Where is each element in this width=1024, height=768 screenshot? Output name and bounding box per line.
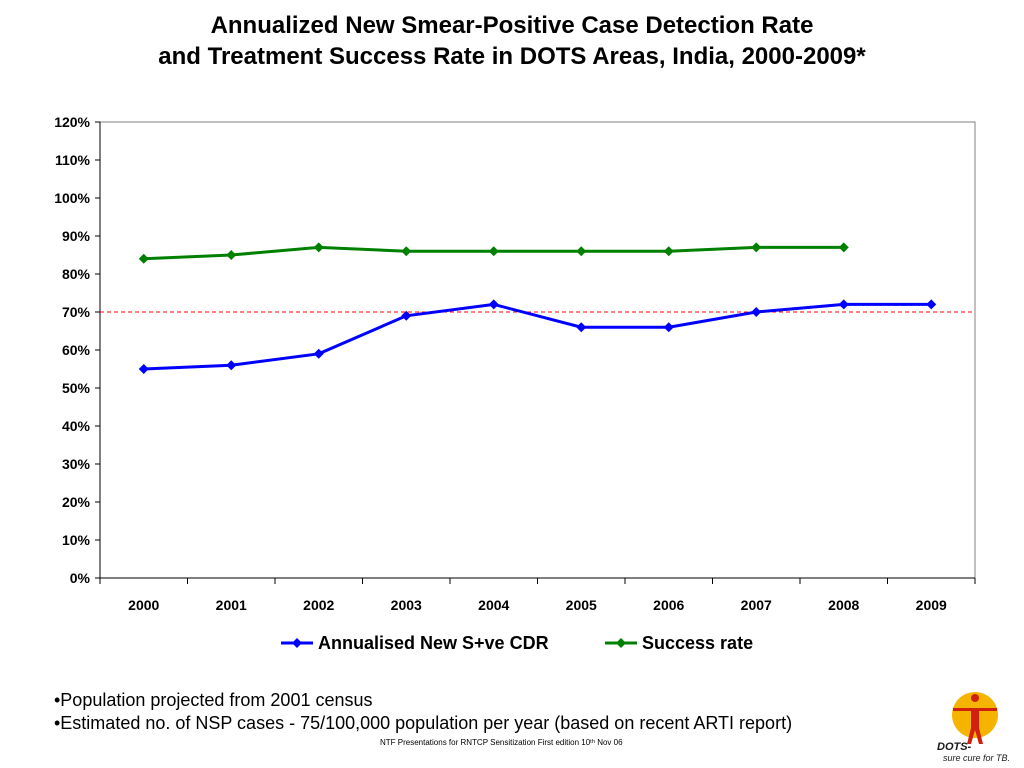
x-tick-label: 2000 <box>128 597 159 613</box>
data-point <box>838 299 849 310</box>
data-point <box>226 250 237 260</box>
x-tick-label: 2006 <box>653 597 684 613</box>
legend-label-2: Success rate <box>642 633 753 653</box>
footer-text: NTF Presentations for RNTCP Sensitizatio… <box>380 738 623 747</box>
line-chart: 0% 10% 20% 30% 40% 50% 60% 70% 80% 90% 100% 110% 120… <box>54 114 976 653</box>
data-point <box>926 299 937 310</box>
data-point <box>138 364 149 374</box>
title-line-1: Annualized New Smear-Positive Case Detec… <box>210 12 814 39</box>
data-point <box>663 246 674 257</box>
y-tick-label: 10% <box>62 532 91 548</box>
data-point <box>401 246 412 257</box>
y-tick-label: 30% <box>62 456 91 472</box>
dots-logo: DOTS- sure cure for TB. <box>937 692 1010 763</box>
y-tick-label: 0% <box>70 570 91 586</box>
data-point <box>226 360 237 371</box>
y-tick-label: 100% <box>54 190 90 206</box>
data-point <box>751 242 762 253</box>
person-icon <box>953 694 997 744</box>
x-tick-label: 2008 <box>828 597 859 613</box>
data-point <box>576 322 587 333</box>
legend-marker-1 <box>292 638 302 648</box>
x-tick-label: 2007 <box>741 597 772 613</box>
title-line-2: and Treatment Success Rate in DOTS Areas… <box>158 43 866 70</box>
x-tick-label: 2004 <box>478 597 509 613</box>
data-point <box>488 246 499 257</box>
data-point <box>313 348 324 359</box>
data-point <box>663 322 674 333</box>
y-tick-label: 20% <box>62 494 91 510</box>
note-nsp-estimate: •Estimated no. of NSP cases - 75/100,000… <box>54 713 793 733</box>
x-tick-label: 2002 <box>303 597 334 613</box>
data-point <box>751 307 762 317</box>
y-tick-label: 70% <box>62 304 91 320</box>
logo-sub-text: sure cure for TB. <box>943 753 1010 763</box>
legend-marker-2 <box>616 638 626 648</box>
plot-area <box>99 121 976 579</box>
y-tick-label: 50% <box>62 380 91 396</box>
x-tick-label: 2005 <box>566 597 597 613</box>
x-tick-label: 2009 <box>916 597 947 613</box>
y-tick-label: 90% <box>62 228 91 244</box>
chart-title: Annualized New Smear-Positive Case Detec… <box>0 10 1024 72</box>
footnotes: •Population projected from 2001 census •… <box>54 689 792 735</box>
y-tick-label: 110% <box>55 152 91 168</box>
data-point <box>488 299 499 310</box>
data-point <box>313 242 324 253</box>
series-line-1 <box>143 302 932 371</box>
y-tick-label: 60% <box>62 342 91 358</box>
data-point <box>838 242 849 253</box>
legend-label-1: Annualised New S+ve CDR <box>318 633 549 653</box>
logo-main-text: DOTS- <box>937 741 972 753</box>
y-tick-label: 40% <box>62 418 91 434</box>
x-tick-label: 2001 <box>216 597 247 613</box>
note-population: •Population projected from 2001 census <box>54 690 373 710</box>
x-tick-label: 2003 <box>391 597 422 613</box>
y-tick-label: 80% <box>62 266 91 282</box>
y-tick-label: 120% <box>54 114 90 130</box>
data-point <box>138 253 149 264</box>
data-point <box>401 310 412 321</box>
data-point <box>576 246 587 257</box>
